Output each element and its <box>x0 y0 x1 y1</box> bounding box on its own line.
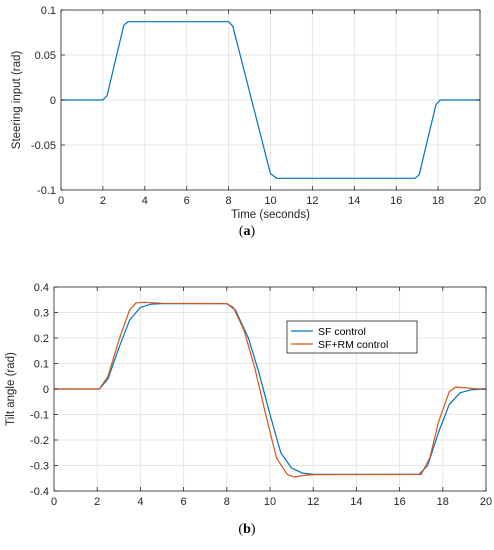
chart-b-xtick-label: 4 <box>137 496 143 508</box>
chart-a-ytick-label: -0.1 <box>37 185 56 197</box>
chart-a-xtick-label: 0 <box>58 195 64 207</box>
chart-b-ytick-label: -0.1 <box>30 410 49 422</box>
caption-b: (b) <box>238 522 256 537</box>
chart-b-xtick-label: 14 <box>350 496 362 508</box>
chart-a-xtick-label: 8 <box>226 195 232 207</box>
chart-b-xtick-label: 16 <box>393 496 405 508</box>
chart-b-legend-label-sf-control: SF control <box>318 326 366 338</box>
chart-b-xtick-label: 18 <box>437 496 449 508</box>
chart-a-xtick-label: 6 <box>184 195 190 207</box>
chart-b: 0 2 4 6 8 10 12 14 16 18 20 0.4 0.3 0.2 0.1 0 -0.1 -0.2 -0… <box>5 282 492 508</box>
chart-a-ytick-label: 0.05 <box>35 50 56 62</box>
chart-a-xtick-label: 20 <box>474 195 486 207</box>
chart-b-ytick-label: 0.2 <box>34 333 49 345</box>
chart-b-xtick-label: 8 <box>224 496 230 508</box>
chart-a: 0 2 4 6 8 10 12 14 16 18 20 0.1 0.05 0 -0.05 -0.1 Time (… <box>11 5 486 221</box>
chart-a-xtick-label: 2 <box>100 195 106 207</box>
chart-b-line-sf-control <box>54 303 487 475</box>
chart-a-ytick-label: 0 <box>50 95 56 107</box>
chart-a-xtick-label: 14 <box>348 195 360 207</box>
chart-b-xtick-label: 6 <box>181 496 187 508</box>
chart-b-legend-label-sf-rm-control: SF+RM control <box>318 339 388 351</box>
chart-a-ylabel: Steering input (rad) <box>11 51 23 150</box>
chart-b-legend-box <box>286 320 418 354</box>
chart-b-ytick-label: 0.4 <box>34 282 49 294</box>
chart-a-xtick-label: 10 <box>264 195 276 207</box>
chart-a-xlabel: Time (seconds) <box>231 209 310 221</box>
chart-b-ytick-label: 0.3 <box>34 308 49 320</box>
chart-a-xtick-label: 4 <box>142 195 148 207</box>
chart-b-ytick-label: -0.4 <box>30 486 49 498</box>
chart-a-xtick-label: 18 <box>432 195 444 207</box>
chart-b-ytick-label: 0 <box>43 384 49 396</box>
chart-b-ytick-label: -0.3 <box>30 461 49 473</box>
caption-b-letter: b <box>243 522 251 537</box>
chart-b-xtick-label: 20 <box>480 496 492 508</box>
chart-a-line-series-0 <box>61 21 480 179</box>
chart-b-xtick-label: 2 <box>94 496 100 508</box>
chart-a-xtick-label: 12 <box>306 195 318 207</box>
chart-b-xtick-label: 12 <box>307 496 319 508</box>
caption-a-letter: a <box>243 224 251 239</box>
chart-a-ytick-label: -0.05 <box>31 140 56 152</box>
chart-b-xtick-label: 0 <box>51 496 57 508</box>
chart-b-ytick-label: -0.2 <box>30 435 49 447</box>
chart-a-ytick-label: 0.1 <box>41 5 56 17</box>
chart-b-ylabel: Tilt angle (rad) <box>5 352 17 426</box>
chart-b-xtick-label: 10 <box>264 496 276 508</box>
chart-b-line-sf-rm-control <box>54 301 487 478</box>
chart-a-xtick-label: 16 <box>390 195 402 207</box>
chart-b-ytick-label: 0.1 <box>34 359 49 371</box>
caption-a: (a) <box>238 224 256 239</box>
